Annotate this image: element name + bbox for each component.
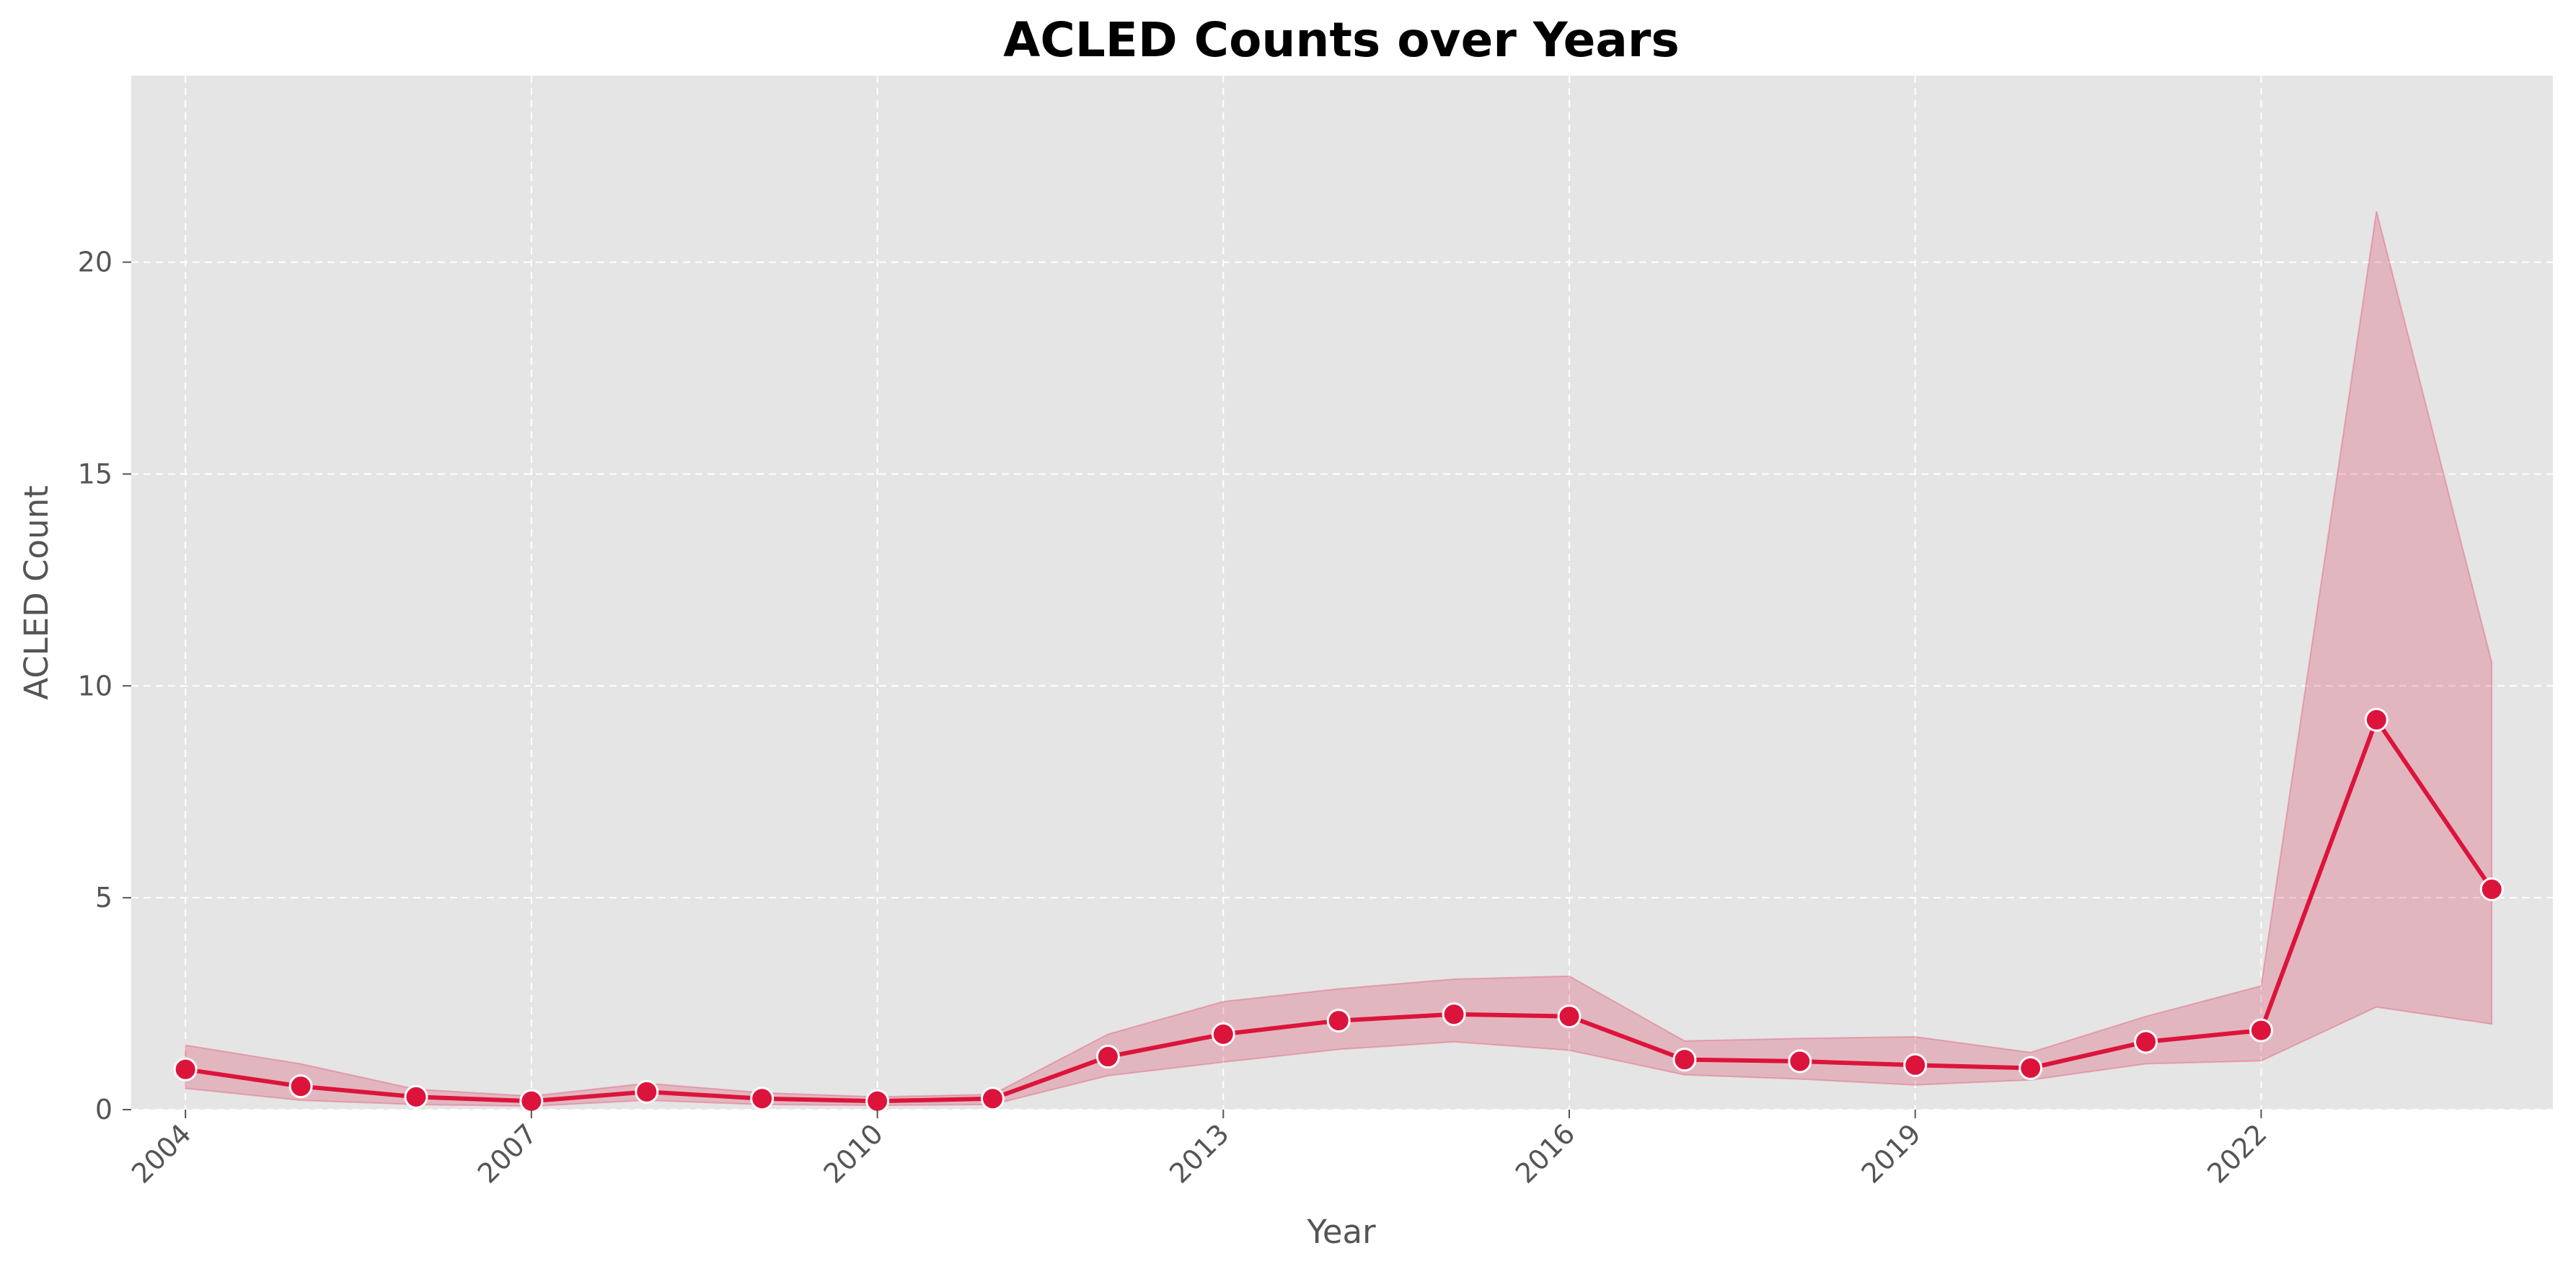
y-axis-label: ACLED Count <box>17 485 56 700</box>
data-point <box>1672 1048 1697 1072</box>
y-tick-label: 5 <box>95 882 113 914</box>
y-ticks: 0 5 10 15 20 <box>78 247 131 1125</box>
x-tick-label: 2010 <box>817 1118 889 1190</box>
data-point <box>173 1057 198 1081</box>
x-tick-label: 2016 <box>1509 1118 1582 1190</box>
data-point <box>2134 1030 2158 1054</box>
data-point <box>519 1089 544 1113</box>
chart-title: ACLED Counts over Years <box>1003 12 1680 68</box>
data-point <box>1326 1009 1351 1033</box>
x-axis-label: Year <box>1306 1213 1376 1251</box>
y-tick-label: 0 <box>95 1094 113 1125</box>
data-point <box>1095 1045 1120 1069</box>
y-tick-label: 20 <box>78 247 113 278</box>
data-point <box>288 1074 313 1099</box>
data-points <box>173 707 2504 1113</box>
data-point <box>865 1089 890 1113</box>
data-point <box>750 1087 775 1111</box>
x-ticks: 2004 2007 2010 2013 2016 2019 2022 <box>125 1110 2273 1190</box>
data-point <box>1442 1002 1466 1027</box>
data-point <box>1557 1004 1582 1029</box>
data-point <box>404 1084 428 1109</box>
data-point <box>980 1087 1005 1111</box>
data-point <box>2364 707 2388 732</box>
data-point <box>1903 1053 1928 1077</box>
data-point <box>1211 1022 1235 1046</box>
data-point <box>2249 1018 2273 1043</box>
data-point <box>2479 877 2504 901</box>
plot-background <box>131 76 2553 1110</box>
x-tick-label: 2004 <box>125 1118 198 1190</box>
y-tick-label: 10 <box>78 670 113 702</box>
y-tick-label: 15 <box>78 458 113 490</box>
data-point <box>635 1079 659 1104</box>
grid <box>131 76 2553 1110</box>
x-tick-label: 2022 <box>2201 1118 2273 1190</box>
x-tick-label: 2007 <box>472 1118 544 1190</box>
data-point <box>2019 1056 2043 1080</box>
data-point <box>1788 1049 1812 1074</box>
x-tick-label: 2013 <box>1163 1118 1235 1190</box>
x-tick-label: 2019 <box>1856 1118 1928 1190</box>
